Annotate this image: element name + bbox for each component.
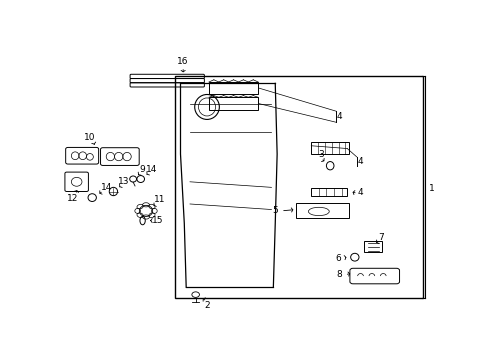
Text: 1: 1 <box>428 184 434 193</box>
Text: 10: 10 <box>83 133 95 142</box>
Text: 14: 14 <box>101 183 112 192</box>
Bar <box>208 97 258 110</box>
Text: 15: 15 <box>152 216 163 225</box>
Text: 12: 12 <box>67 194 78 203</box>
Text: 3: 3 <box>317 150 323 158</box>
Bar <box>364 241 382 252</box>
Bar <box>311 141 348 154</box>
Text: 5: 5 <box>272 206 278 215</box>
Text: 4: 4 <box>357 157 363 166</box>
Text: 6: 6 <box>334 253 340 262</box>
Text: 16: 16 <box>177 57 188 66</box>
Text: 13: 13 <box>118 177 129 186</box>
Text: 4: 4 <box>336 112 342 121</box>
Bar <box>296 203 348 218</box>
Text: 8: 8 <box>336 270 342 279</box>
Bar <box>208 82 258 94</box>
Bar <box>311 188 346 196</box>
Text: 7: 7 <box>378 233 384 242</box>
Text: 4: 4 <box>357 188 363 197</box>
Bar <box>175 76 422 298</box>
Text: 14: 14 <box>146 165 158 174</box>
Text: 2: 2 <box>204 301 209 310</box>
Text: 11: 11 <box>154 195 165 204</box>
Text: 9: 9 <box>140 165 145 174</box>
